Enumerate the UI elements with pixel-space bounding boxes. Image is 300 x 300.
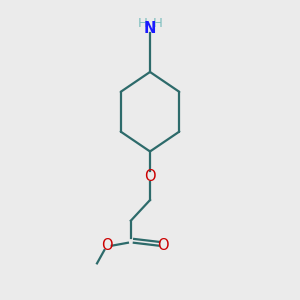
Text: O: O: [101, 238, 113, 253]
Text: H: H: [152, 17, 162, 31]
Text: H: H: [138, 17, 148, 31]
Text: N: N: [144, 21, 156, 36]
Text: O: O: [158, 238, 169, 253]
Text: O: O: [144, 169, 156, 184]
